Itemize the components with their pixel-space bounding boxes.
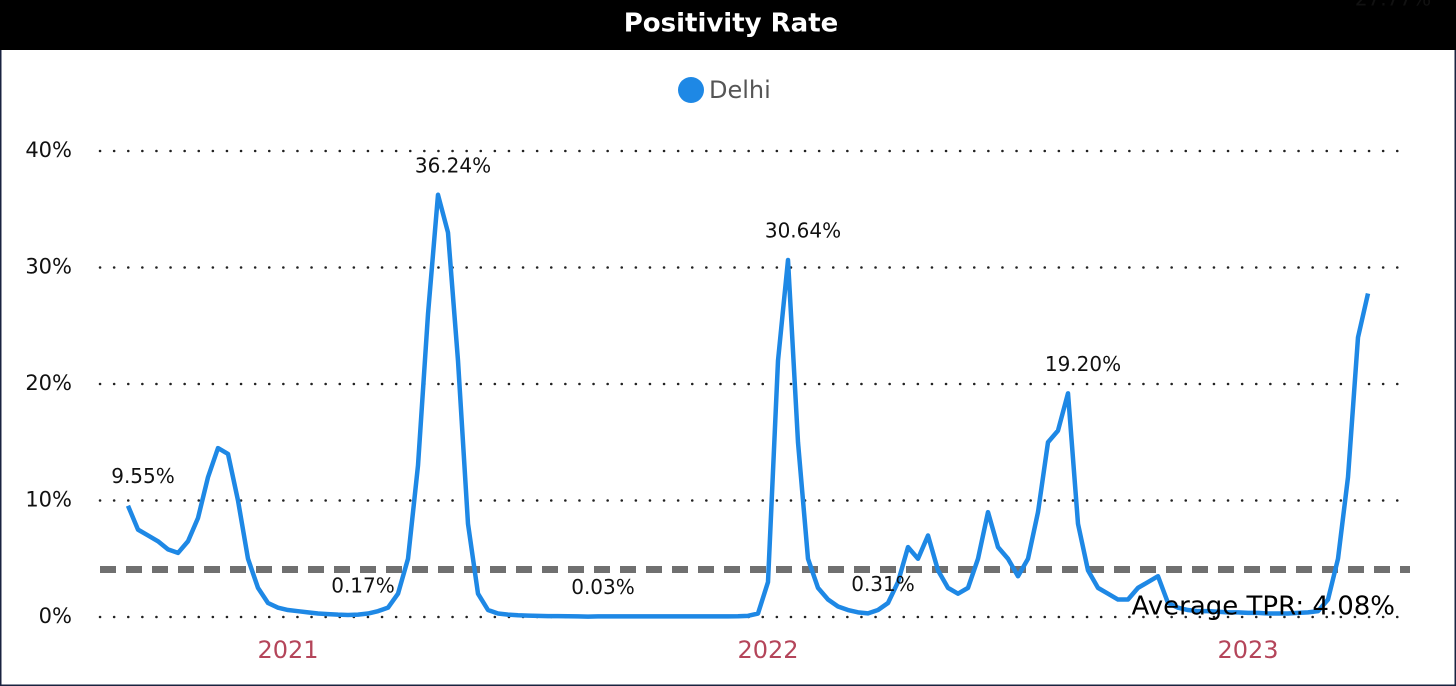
- y-tick-label: 10%: [25, 488, 72, 512]
- title-bar: [0, 0, 1456, 50]
- x-tick-label: 2021: [257, 636, 318, 664]
- y-tick-label: 0%: [39, 604, 72, 628]
- y-tick-label: 40%: [25, 138, 72, 162]
- legend-label: Delhi: [709, 76, 771, 104]
- series-line: [125, 192, 1371, 619]
- data-label: 36.24%: [415, 153, 491, 177]
- y-tick-label: 20%: [25, 371, 72, 395]
- average-label: Average TPR: 4.08%: [1132, 592, 1395, 622]
- y-tick-label: 30%: [25, 255, 72, 279]
- data-label: 19.20%: [1045, 352, 1121, 376]
- data-label: 0.17%: [331, 574, 395, 598]
- data-label: 0.31%: [851, 572, 915, 596]
- x-tick-label: 2022: [737, 636, 798, 664]
- data-label: 30.64%: [765, 219, 841, 243]
- chart-title: Positivity Rate: [624, 9, 839, 39]
- legend-marker: [678, 77, 704, 103]
- data-label: 9.55%: [111, 464, 175, 488]
- data-label: 0.03%: [571, 575, 635, 599]
- data-label: 27.77%: [1355, 0, 1431, 11]
- x-tick-label: 2023: [1217, 636, 1278, 664]
